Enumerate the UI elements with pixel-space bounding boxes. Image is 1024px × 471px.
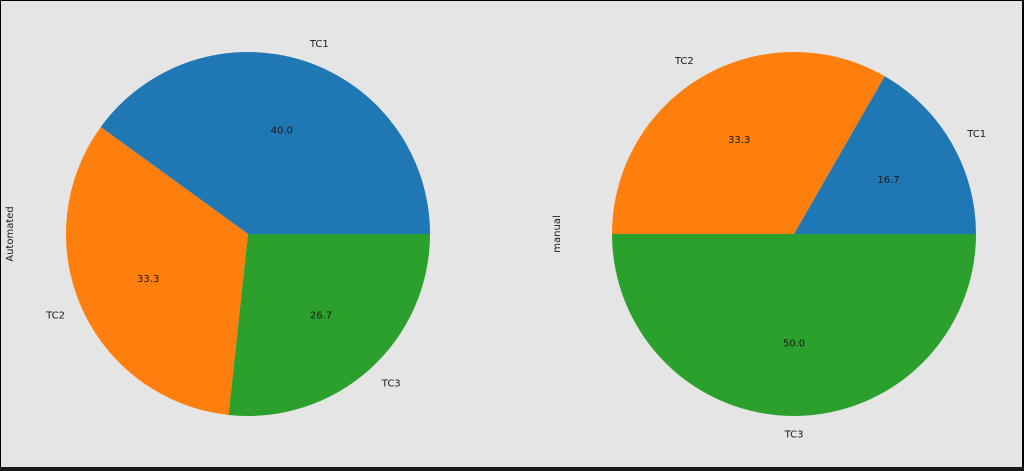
ylabel-automated: Automated bbox=[5, 206, 16, 262]
pie-label-manual-tc1: TC1 bbox=[966, 129, 986, 140]
pie-chart-automated: TC1 40.0 TC2 33.3 TC3 26.7 Automated bbox=[5, 39, 430, 416]
pie-value-manual-tc3: 50.0 bbox=[783, 339, 805, 350]
pie-label-automated-tc1: TC1 bbox=[309, 39, 329, 50]
pie-value-automated-tc2: 33.3 bbox=[137, 274, 159, 285]
pie-slice-manual-tc3 bbox=[612, 234, 976, 416]
pie-label-automated-tc3: TC3 bbox=[381, 378, 401, 389]
pie-chart-manual: TC1 16.7 TC2 33.3 TC3 50.0 manual bbox=[552, 51, 986, 441]
pie-slice-automated-tc3 bbox=[228, 234, 430, 416]
pie-slice-manual-tc1 bbox=[794, 76, 976, 234]
pie-value-automated-tc1: 40.0 bbox=[271, 126, 293, 137]
pie-slice-automated-tc1 bbox=[100, 52, 430, 234]
pie-slice-manual-tc2 bbox=[612, 51, 885, 234]
pie-value-manual-tc1: 16.7 bbox=[877, 175, 899, 186]
pie-slice-automated-tc2 bbox=[65, 127, 248, 415]
pie-label-automated-tc2: TC2 bbox=[45, 311, 65, 322]
pie-label-manual-tc2: TC2 bbox=[674, 56, 694, 67]
pie-label-manual-tc3: TC3 bbox=[784, 430, 804, 441]
pie-value-automated-tc3: 26.7 bbox=[310, 311, 332, 322]
window-bottom-edge bbox=[0, 467, 1024, 471]
pie-value-manual-tc2: 33.3 bbox=[728, 135, 750, 146]
ylabel-manual: manual bbox=[552, 215, 563, 252]
